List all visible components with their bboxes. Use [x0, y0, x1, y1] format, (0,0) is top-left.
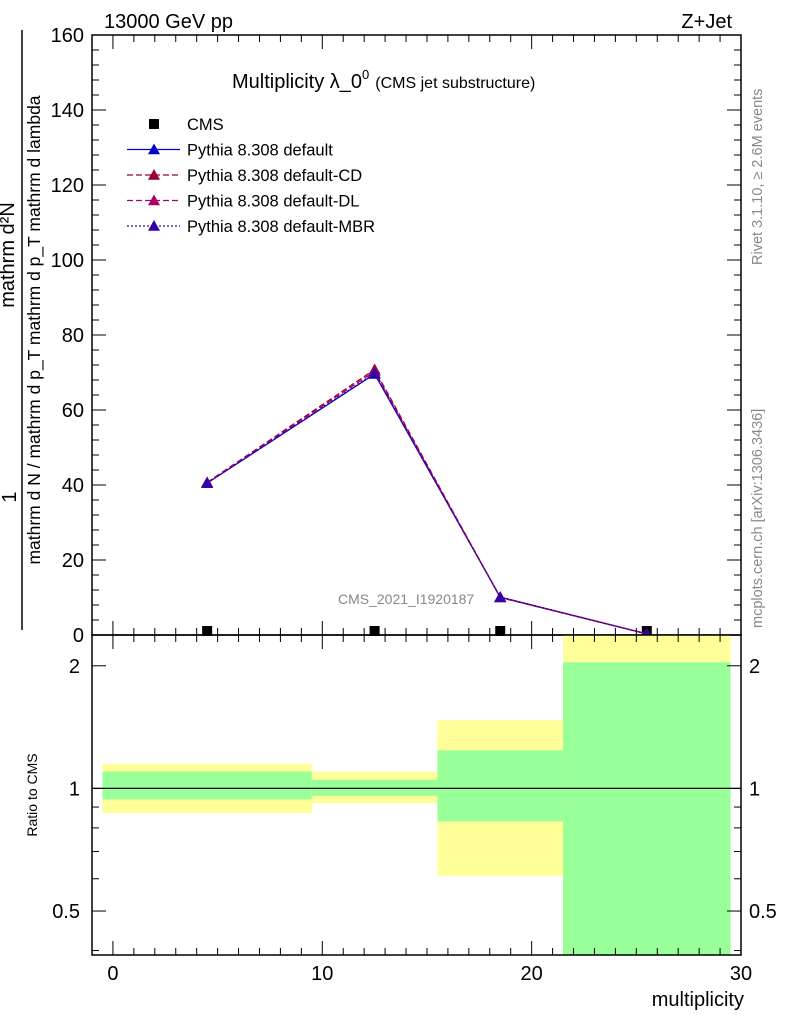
legend-marker-triangle — [148, 169, 160, 180]
series-line-default_mbr — [206, 372, 647, 635]
ratio-bands — [92, 635, 741, 955]
upper-ylabel-numerator: mathrm d²N — [0, 202, 19, 308]
legend-entry-cms: CMS — [149, 116, 224, 134]
upper-ytick-label: 120 — [51, 175, 84, 197]
series-point-default_mbr — [201, 477, 214, 488]
series-point-default_mbr — [368, 367, 381, 379]
series-layer — [201, 363, 653, 639]
legend-label: Pythia 8.308 default-CD — [187, 167, 362, 185]
legend-entry-default_cd: Pythia 8.308 default-CD — [127, 167, 362, 185]
ratio-ytick-label: 2 — [69, 656, 80, 678]
legend-marker-triangle — [148, 194, 160, 206]
series-default_mbr — [201, 367, 653, 639]
legend-label: Pythia 8.308 default-DL — [187, 193, 359, 211]
upper-ytick-label: 60 — [62, 400, 84, 422]
series-point-default_mbr — [494, 591, 507, 602]
cms-point — [369, 626, 380, 636]
upper-ytick-label: 80 — [62, 325, 84, 347]
ratio-xtick-label: 10 — [311, 963, 333, 985]
ratio-xtick-label: 20 — [521, 963, 543, 985]
ratio-xtick-label: 0 — [107, 963, 118, 985]
watermark-label: CMS_2021_I1920187 — [338, 591, 474, 607]
legend-entry-default: Pythia 8.308 default — [127, 142, 333, 160]
cms-point — [202, 626, 213, 636]
ratio-ytick-label: 0.5 — [52, 901, 80, 923]
ratio-axis-ticks — [92, 635, 742, 955]
rivet-label: Rivet 3.1.10, ≥ 2.6M events — [750, 89, 766, 265]
legend-marker-triangle — [148, 220, 160, 231]
upper-ylabel: 1 mathrm d²N mathrm d N / mathrm d p_T m… — [0, 30, 45, 630]
plot-title-sup: 0 — [362, 67, 369, 82]
upper-ytick-label: 0 — [73, 625, 84, 647]
upper-ytick-label: 100 — [51, 250, 84, 272]
upper-ylabel-prefix: 1 — [0, 491, 21, 502]
mcplots-label: mcplots.cern.ch [arXiv:1306.3436] — [750, 409, 766, 628]
ratio-band-green — [102, 771, 312, 800]
process-label: Z+Jet — [681, 11, 732, 33]
legend-label: CMS — [187, 116, 224, 134]
series-line-default_cd — [206, 368, 647, 635]
legend: CMS Pythia 8.308 default Pythia 8.308 defa… — [127, 116, 375, 236]
ratio-band-green — [311, 779, 438, 796]
plot-title-main: Multiplicity λ_0 — [232, 71, 362, 93]
ratio-frame — [91, 634, 742, 956]
legend-entry-default_mbr: Pythia 8.308 default-MBR — [127, 218, 375, 236]
upper-ytick-label: 140 — [51, 100, 84, 122]
upper-ytick-label: 20 — [62, 550, 84, 572]
ratio-ylabel: Ratio to CMS — [24, 753, 40, 836]
upper-ytick-label: 160 — [51, 25, 84, 47]
x-axis-label: multiplicity — [652, 989, 744, 1011]
legend-label: Pythia 8.308 default-MBR — [187, 218, 375, 236]
ratio-ytick-label-right: 0.5 — [749, 901, 777, 923]
legend-label: Pythia 8.308 default — [187, 142, 333, 160]
ratio-xtick-label: 30 — [730, 963, 752, 985]
energy-label: 13000 GeV pp — [104, 11, 233, 33]
plot-title: Multiplicity λ_00 (CMS jet substructure) — [232, 67, 535, 93]
legend-entry-default_dl: Pythia 8.308 default-DL — [127, 193, 359, 211]
ratio-panel: 0.5 0.51 12 20 10 20 30 multiplicity — [52, 634, 777, 1011]
cms-point — [495, 626, 506, 636]
upper-ytick-labels: 0 20 40 60 80 100 120 140 160 — [51, 25, 84, 647]
ratio-band-green — [563, 662, 731, 955]
plot-subtitle: (CMS jet substructure) — [375, 75, 535, 92]
ratio-band-green — [437, 750, 564, 822]
ratio-ytick-label: 1 — [69, 778, 80, 800]
ratio-ytick-label-right: 2 — [749, 656, 760, 678]
legend-marker-triangle — [148, 143, 160, 155]
upper-ytick-label: 40 — [62, 475, 84, 497]
ratio-tick-labels: 0.5 0.51 12 20 10 20 30 — [52, 656, 777, 985]
legend-marker-square — [149, 119, 159, 129]
upper-ylabel-denominator: mathrm d N / mathrm d p_T mathrm d p_T m… — [24, 95, 45, 564]
ratio-ytick-label-right: 1 — [749, 778, 760, 800]
